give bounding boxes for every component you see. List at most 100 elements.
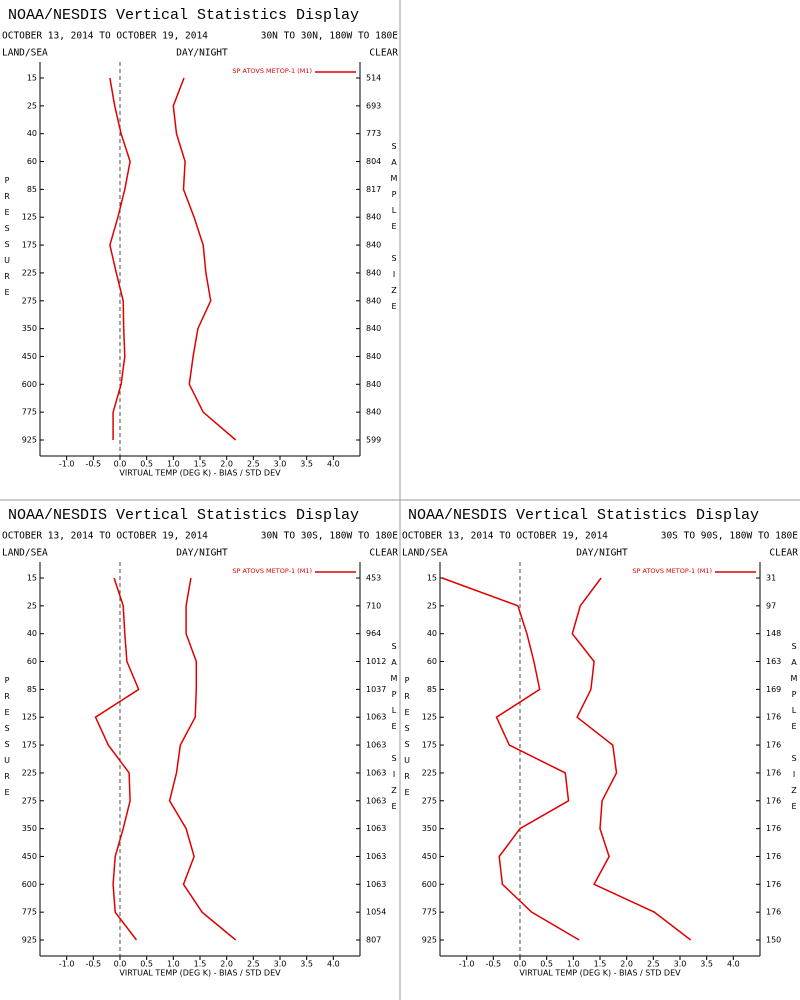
x-tick-label: -0.5 [486,960,502,969]
y-tick-label: 40 [27,629,37,638]
sample-size: 1037 [366,685,386,694]
y-tick-label: 85 [27,185,37,194]
sample-size: 840 [366,352,381,361]
sample-size: 840 [366,241,381,250]
y-tick-label: 450 [22,352,37,361]
sample-size: 807 [366,936,381,945]
y-tick-label: 60 [27,157,37,166]
y-tick-label: 125 [22,713,37,722]
sample-size: 150 [766,936,781,945]
sample-size: 840 [366,324,381,333]
x-tick-label: 1.0 [167,960,180,969]
region-label: 30N TO 30N, 180W TO 180E [261,31,399,42]
sample-size: 599 [366,436,381,445]
x-tick-label: 0.0 [114,460,127,469]
sample-size: 840 [366,408,381,417]
chart-panel: NOAA/NESDIS Vertical Statistics Display O… [2,7,399,478]
y-tick-label: 15 [427,574,437,583]
sample-size: 840 [366,296,381,305]
x-tick-label: 0.5 [140,960,153,969]
y-tick-label: 600 [22,880,37,889]
x-tick-label: 4.0 [327,960,340,969]
y-tick-label: 60 [27,657,37,666]
x-tick-label: 4.0 [327,460,340,469]
y-tick-label: 225 [422,768,437,777]
sample-size: 1063 [366,852,386,861]
y2-axis-label: SAMPLE SIZE [790,642,799,818]
y-tick-label: 450 [422,852,437,861]
x-tick-label: 2.5 [247,460,260,469]
sample-size: 840 [366,213,381,222]
x-tick-label: 4.0 [727,960,740,969]
day-night-label: DAY/NIGHT [576,548,628,559]
y-tick-label: 25 [427,601,437,610]
sample-size: 176 [766,741,781,750]
x-tick-label: 2.5 [647,960,660,969]
chart-title: NOAA/NESDIS Vertical Statistics Display [8,7,359,24]
y-tick-label: 25 [27,601,37,610]
clear-label: CLEAR [769,548,798,559]
y-tick-label: 40 [427,629,437,638]
sample-size: 453 [366,574,381,583]
y-tick-label: 925 [22,436,37,445]
y-tick-label: 925 [422,936,437,945]
series-line [109,77,131,440]
y-tick-label: 775 [22,908,37,917]
series-line [441,577,580,941]
region-label: 30N TO 30S, 180W TO 180E [261,531,399,542]
sample-size: 1063 [366,768,386,777]
x-tick-label: 0.0 [114,960,127,969]
sample-size: 163 [766,657,781,666]
sample-size: 176 [766,908,781,917]
region-label: 30S TO 90S, 180W TO 180E [661,531,799,542]
y-axis-label: PRESSURE [403,676,412,804]
sample-size: 148 [766,629,781,638]
x-tick-label: 0.0 [514,960,527,969]
y-tick-label: 15 [27,74,37,83]
chart-title: NOAA/NESDIS Vertical Statistics Display [8,507,359,524]
sample-size: 176 [766,880,781,889]
x-tick-label: 3.0 [274,960,287,969]
x-tick-label: 2.5 [247,960,260,969]
x-tick-label: 1.5 [194,960,207,969]
x-tick-label: 3.0 [274,460,287,469]
sample-size: 804 [366,157,381,166]
y-tick-label: 350 [22,824,37,833]
day-night-label: DAY/NIGHT [176,48,228,59]
y-tick-label: 85 [27,685,37,694]
legend-label: SP ATOVS METOP-1 (M1) [232,567,312,575]
y-tick-label: 60 [427,657,437,666]
chart-panel: NOAA/NESDIS Vertical Statistics Display O… [402,507,799,978]
chart-subtitle: OCTOBER 13, 2014 TO OCTOBER 19, 2014 [402,531,608,542]
sample-size: 710 [366,601,381,610]
y-tick-label: 125 [422,713,437,722]
y-tick-label: 600 [422,880,437,889]
sample-size: 169 [766,685,781,694]
sample-size: 817 [366,185,381,194]
chart-title: NOAA/NESDIS Vertical Statistics Display [408,507,759,524]
sample-size: 693 [366,101,381,110]
y-tick-label: 275 [22,796,37,805]
chart-panel: NOAA/NESDIS Vertical Statistics Display O… [2,507,399,978]
y-tick-label: 15 [27,574,37,583]
x-tick-label: 3.5 [700,960,713,969]
y-tick-label: 450 [22,852,37,861]
y-tick-label: 40 [27,129,37,138]
legend-label: SP ATOVS METOP-1 (M1) [232,67,312,75]
x-tick-label: -1.0 [59,960,75,969]
sample-size: 1063 [366,880,386,889]
sample-size: 1063 [366,713,386,722]
y-tick-label: 85 [427,685,437,694]
x-tick-label: 3.0 [674,960,687,969]
x-tick-label: 2.0 [220,460,233,469]
x-tick-label: -1.0 [459,960,475,969]
sample-size: 1012 [366,657,386,666]
sample-size: 840 [366,380,381,389]
x-tick-label: 1.5 [194,460,207,469]
sample-size: 176 [766,713,781,722]
land-sea-label: LAND/SEA [2,48,48,59]
sample-size: 31 [766,574,776,583]
y-tick-label: 925 [22,936,37,945]
y2-axis-label: SAMPLE SIZE [390,142,399,318]
